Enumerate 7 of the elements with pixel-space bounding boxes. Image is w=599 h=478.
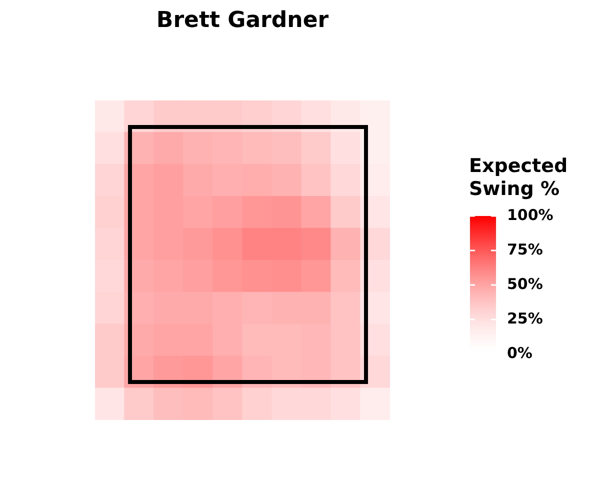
color-bar-label: 0%: [507, 344, 532, 362]
chart-title: Brett Gardner: [156, 8, 329, 33]
color-bar-label: 50%: [507, 274, 543, 293]
color-bar-label: 100%: [507, 206, 554, 224]
color-bar-label: 75%: [507, 240, 543, 258]
color-bar-title: Expected Swing %: [469, 155, 569, 201]
color-bar-label: 25%: [507, 309, 543, 328]
